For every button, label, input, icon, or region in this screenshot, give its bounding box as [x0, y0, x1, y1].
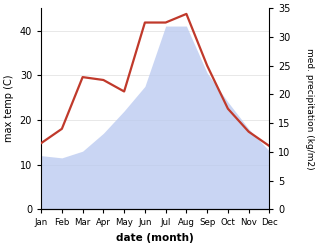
Y-axis label: max temp (C): max temp (C) — [4, 75, 14, 143]
X-axis label: date (month): date (month) — [116, 233, 194, 243]
Y-axis label: med. precipitation (kg/m2): med. precipitation (kg/m2) — [305, 48, 314, 169]
